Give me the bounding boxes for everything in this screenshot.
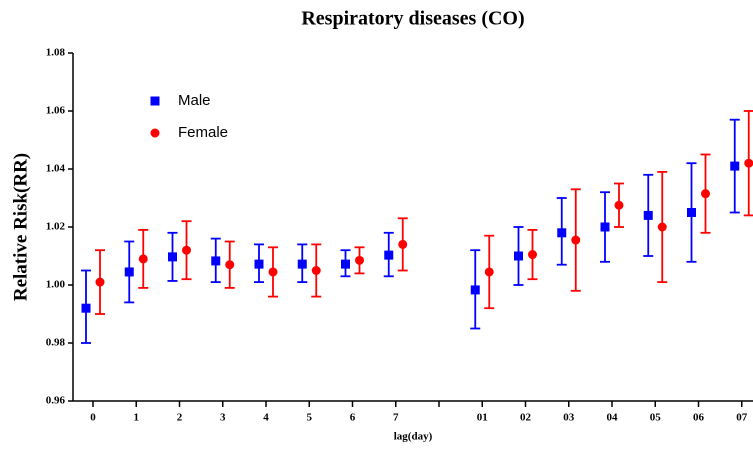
legend-label: Female [178,124,228,141]
point [571,235,581,245]
point [355,255,364,265]
x-tick-label: 1 [134,412,140,424]
x-tick-label: 05 [650,412,662,424]
y-axis-label: Relative Risk(RR) [10,153,31,301]
x-tick-label: 07 [736,412,748,424]
x-tick-label: 0 [90,412,96,424]
point [514,251,523,261]
point [225,260,235,270]
point [168,252,177,262]
x-tick-label: 01 [477,412,488,424]
point [643,210,653,220]
chart-title: Respiratory diseases (CO) [301,8,524,30]
point [470,285,480,295]
point [744,158,753,168]
y-tick-label: 1.02 [46,221,66,233]
x-tick-label: 06 [693,412,705,424]
y-tick-label: 0.96 [46,395,66,407]
point [557,228,567,238]
point [687,208,696,217]
point [341,259,350,269]
point [311,266,321,275]
point [211,256,221,266]
y-tick-label: 1.04 [46,163,66,175]
x-tick-label: 02 [520,412,532,424]
point [297,259,307,269]
point [614,200,624,210]
point [182,245,191,255]
y-tick-label: 1.08 [46,47,66,59]
point [600,222,610,232]
legend-label: Male [178,92,211,109]
point [484,267,494,277]
point [398,239,408,249]
point [701,189,710,199]
legend-marker [150,128,160,138]
point [657,222,667,232]
point [124,267,134,277]
y-tick-label: 0.98 [46,337,66,349]
point [384,250,394,260]
point [81,303,91,313]
x-tick-label: 3 [220,412,226,424]
x-tick-label: 7 [393,412,399,424]
point [95,277,105,287]
x-tick-label: 6 [350,412,356,424]
point [730,161,740,171]
point [254,259,264,269]
x-tick-label: 2 [177,412,183,424]
x-tick-label: 5 [307,412,313,424]
point [268,267,278,277]
legend-marker [150,96,160,106]
x-axis-label: lag(day) [394,431,433,443]
y-tick-label: 1.06 [46,105,66,117]
point [528,250,537,260]
y-tick-label: 1.00 [46,279,66,291]
x-tick-label: 03 [563,412,575,424]
x-tick-label: 04 [607,412,619,424]
x-tick-label: 4 [263,412,269,424]
point [138,254,148,264]
